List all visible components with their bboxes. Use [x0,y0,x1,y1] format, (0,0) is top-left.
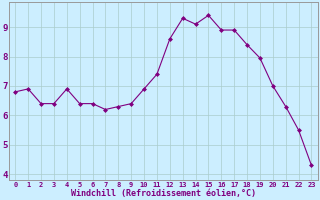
X-axis label: Windchill (Refroidissement éolien,°C): Windchill (Refroidissement éolien,°C) [71,189,256,198]
